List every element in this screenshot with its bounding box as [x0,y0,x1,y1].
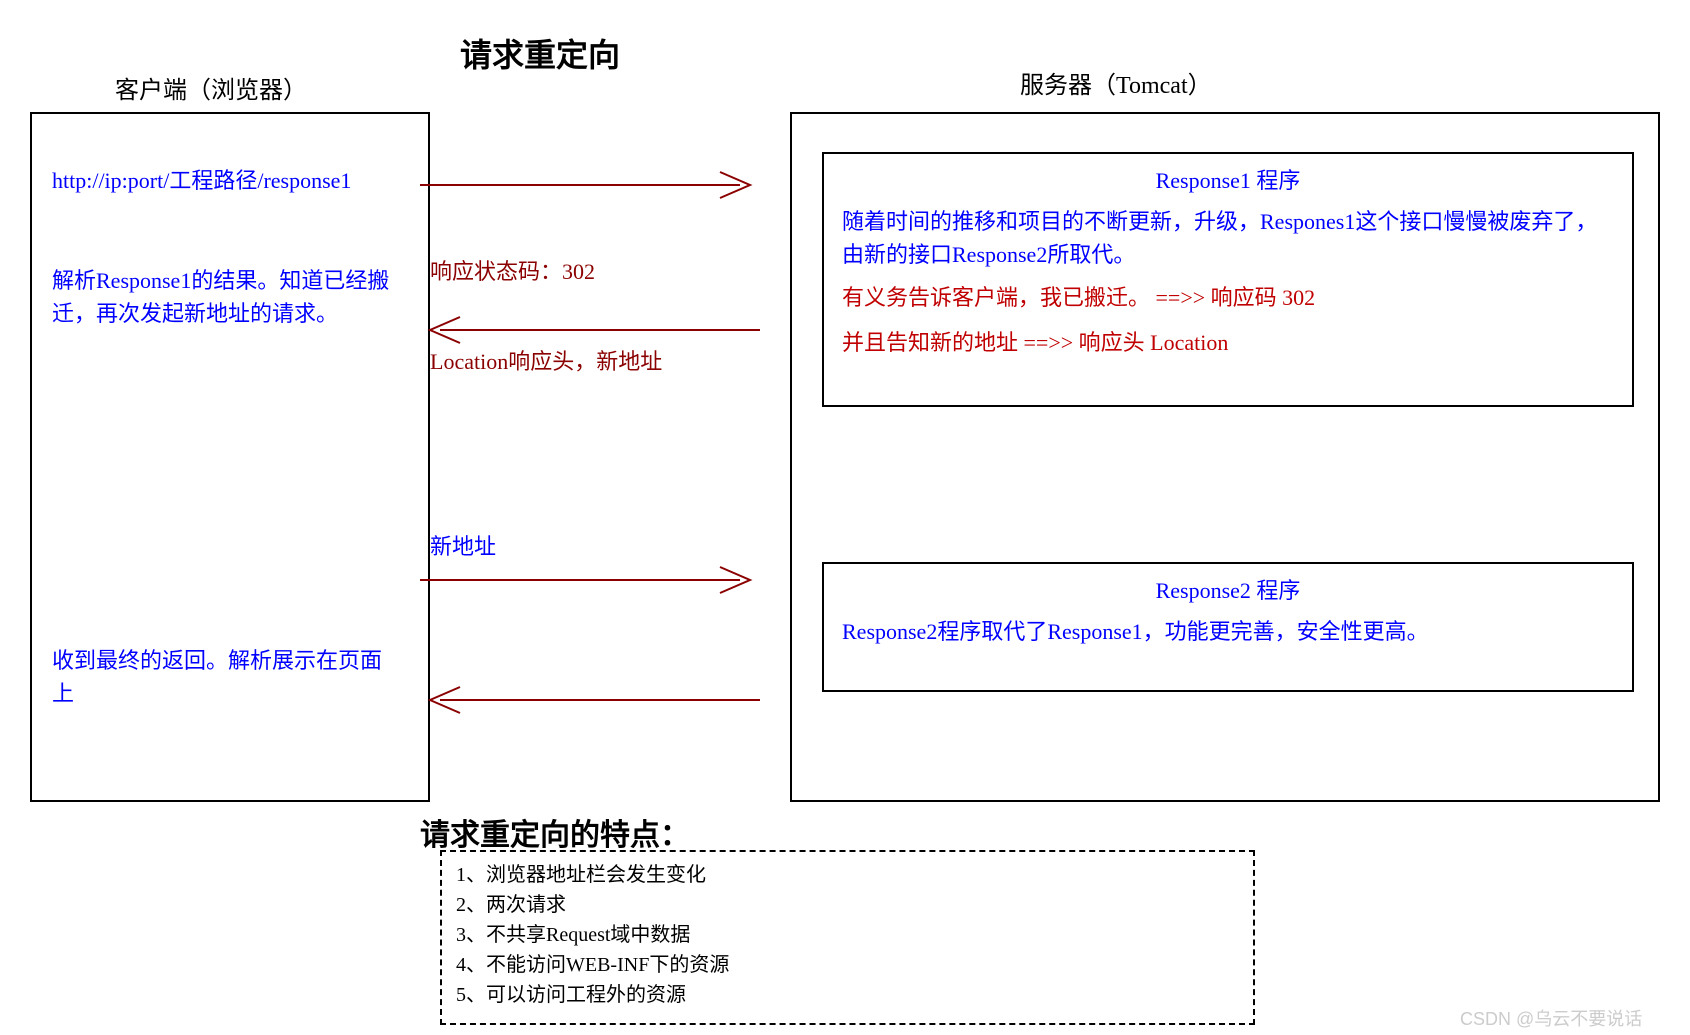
features-box: 1、浏览器地址栏会发生变化 2、两次请求 3、不共享Request域中数据 4、… [440,850,1255,1025]
arrow-response1 [420,315,760,345]
client-url: http://ip:port/工程路径/response1 [52,164,422,197]
response1-title: Response1 程序 [842,164,1614,197]
client-parse-result: 解析Response1的结果。知道已经搬迁，再次发起新地址的请求。 [52,264,392,330]
response2-title: Response2 程序 [842,574,1614,607]
status-code-label: 响应状态码：302 [430,255,595,288]
arrow-request1 [420,170,760,200]
client-box: http://ip:port/工程路径/response1 解析Response… [30,112,430,802]
features-title: 请求重定向的特点： [420,810,690,854]
client-final-receive: 收到最终的返回。解析展示在页面上 [52,644,392,710]
response2-box: Response2 程序 Response2程序取代了Response1，功能更… [822,562,1634,692]
feature-item: 5、可以访问工程外的资源 [456,980,1239,1010]
new-address-label: 新地址 [430,530,496,563]
client-label: 客户端（浏览器） [115,70,307,105]
feature-item: 1、浏览器地址栏会发生变化 [456,860,1239,890]
server-box: Response1 程序 随着时间的推移和项目的不断更新，升级，Respones… [790,112,1660,802]
feature-item: 3、不共享Request域中数据 [456,920,1239,950]
response1-location: 并且告知新的地址 ==>> 响应头 Location [842,326,1614,359]
feature-item: 2、两次请求 [456,890,1239,920]
diagram-title: 请求重定向 [460,30,620,76]
server-label: 服务器（Tomcat） [1020,65,1212,100]
response2-desc: Response2程序取代了Response1，功能更完善，安全性更高。 [842,615,1614,648]
feature-item: 4、不能访问WEB-INF下的资源 [456,950,1239,980]
arrow-request2 [420,565,760,595]
arrow-response2 [420,685,760,715]
response1-desc: 随着时间的推移和项目的不断更新，升级，Respones1这个接口慢慢被废弃了，由… [842,205,1614,271]
response1-box: Response1 程序 随着时间的推移和项目的不断更新，升级，Respones… [822,152,1634,407]
location-header-label: Location响应头，新地址 [430,345,662,378]
watermark: CSDN @乌云不要说话 [1460,1005,1642,1031]
response1-duty: 有义务告诉客户端，我已搬迁。 ==>> 响应码 302 [842,281,1614,314]
